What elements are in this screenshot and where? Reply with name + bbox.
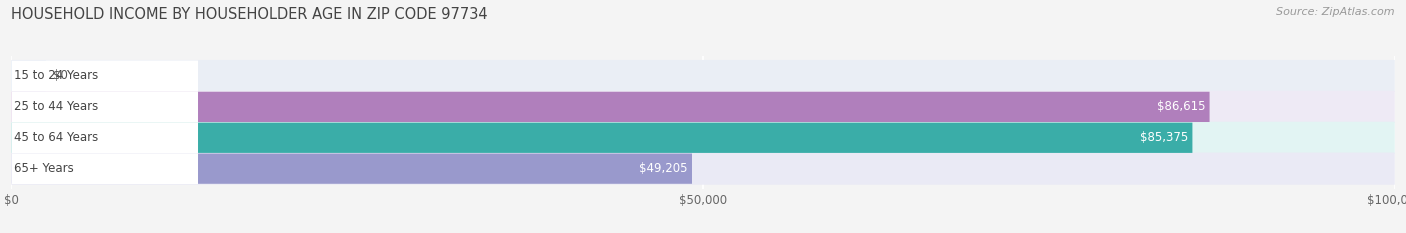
FancyBboxPatch shape bbox=[11, 61, 198, 91]
FancyBboxPatch shape bbox=[11, 153, 198, 184]
FancyBboxPatch shape bbox=[11, 123, 1192, 153]
FancyBboxPatch shape bbox=[11, 154, 692, 184]
Text: 15 to 24 Years: 15 to 24 Years bbox=[14, 69, 98, 82]
Text: 25 to 44 Years: 25 to 44 Years bbox=[14, 100, 98, 113]
FancyBboxPatch shape bbox=[11, 91, 198, 122]
Text: 65+ Years: 65+ Years bbox=[14, 162, 73, 175]
Text: HOUSEHOLD INCOME BY HOUSEHOLDER AGE IN ZIP CODE 97734: HOUSEHOLD INCOME BY HOUSEHOLDER AGE IN Z… bbox=[11, 7, 488, 22]
FancyBboxPatch shape bbox=[11, 61, 46, 91]
FancyBboxPatch shape bbox=[11, 153, 1395, 185]
Text: $86,615: $86,615 bbox=[1157, 100, 1205, 113]
Text: 45 to 64 Years: 45 to 64 Years bbox=[14, 131, 98, 144]
FancyBboxPatch shape bbox=[11, 60, 1395, 92]
FancyBboxPatch shape bbox=[11, 122, 198, 153]
Text: $49,205: $49,205 bbox=[640, 162, 688, 175]
Text: $0: $0 bbox=[53, 69, 67, 82]
Text: $85,375: $85,375 bbox=[1140, 131, 1188, 144]
Text: Source: ZipAtlas.com: Source: ZipAtlas.com bbox=[1277, 7, 1395, 17]
FancyBboxPatch shape bbox=[11, 92, 1209, 122]
FancyBboxPatch shape bbox=[11, 91, 1395, 123]
FancyBboxPatch shape bbox=[11, 122, 1395, 154]
